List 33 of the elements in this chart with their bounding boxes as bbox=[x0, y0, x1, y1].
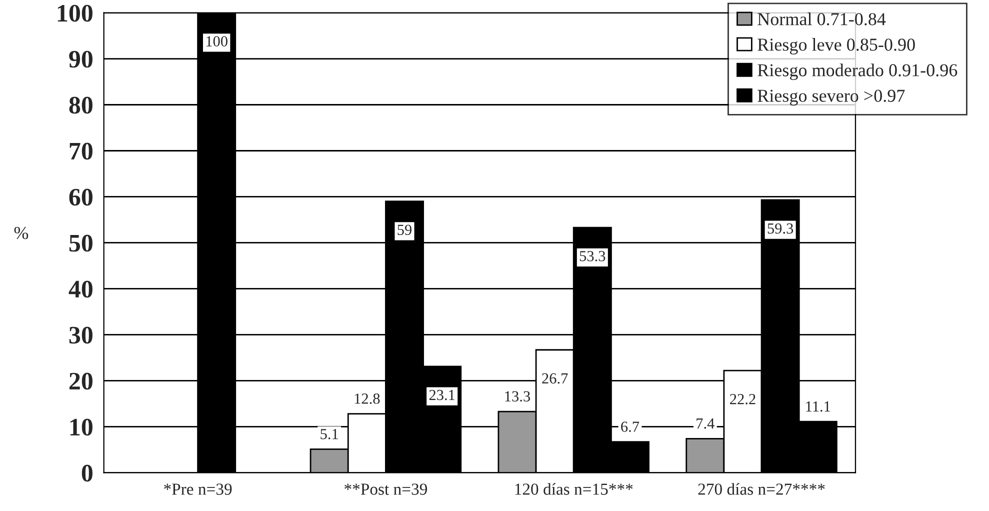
legend-label: Riesgo severo >0.97 bbox=[758, 90, 905, 106]
y-tick-label: 0 bbox=[82, 464, 92, 482]
y-tick-label: 30 bbox=[69, 326, 92, 344]
data-label: 100 bbox=[206, 36, 228, 46]
y-tick-label: 50 bbox=[69, 234, 92, 252]
data-label: 11.1 bbox=[806, 401, 830, 412]
y-axis-title: % bbox=[14, 226, 28, 240]
data-label: 53.3 bbox=[580, 250, 606, 262]
data-label: 22.2 bbox=[730, 394, 756, 404]
x-tick-label: 120 días n=15*** bbox=[515, 483, 633, 495]
data-label: 6.7 bbox=[621, 422, 640, 432]
y-tick-label: 100 bbox=[58, 4, 92, 22]
data-label: 23.1 bbox=[429, 390, 455, 400]
y-tick-label: 10 bbox=[70, 418, 92, 436]
data-label: 26.7 bbox=[542, 373, 568, 384]
data-label: 59 bbox=[398, 224, 412, 236]
legend-label: Normal 0.71-0.84 bbox=[758, 12, 886, 26]
y-tick-label: 80 bbox=[69, 96, 92, 114]
data-label: 59.3 bbox=[768, 223, 794, 234]
data-label: 12.8 bbox=[354, 393, 380, 404]
legend-label: Riesgo leve 0.85-0.90 bbox=[758, 38, 915, 54]
y-tick-label: 90 bbox=[69, 50, 92, 68]
y-tick-label: 70 bbox=[70, 142, 92, 160]
x-tick-label: *Pre n=39 bbox=[164, 484, 232, 495]
y-tick-label: 40 bbox=[68, 280, 92, 298]
legend-label: Riesgo moderado 0.91-0.96 bbox=[758, 64, 958, 80]
x-tick-label: **Post n=39 bbox=[344, 484, 428, 495]
y-tick-label: 20 bbox=[69, 372, 92, 390]
data-label: 13.3 bbox=[505, 391, 530, 402]
y-tick-label: 60 bbox=[69, 188, 92, 206]
data-label: 5.1 bbox=[320, 428, 338, 440]
data-label: 7.4 bbox=[696, 418, 714, 429]
x-tick-label: 270 días n=27**** bbox=[698, 483, 825, 495]
